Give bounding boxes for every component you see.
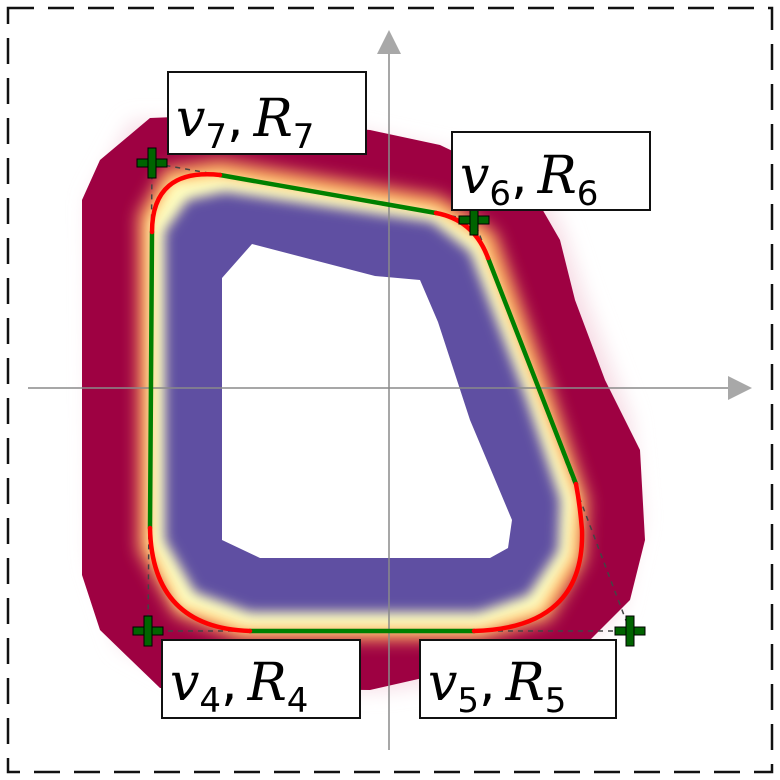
- vertex-marker-v5: [615, 616, 645, 646]
- x-axis-arrow: [728, 376, 752, 400]
- v7-r: R: [253, 89, 293, 149]
- v5-index: 5: [457, 681, 479, 721]
- v4-r-index: 4: [287, 681, 309, 721]
- v4-index: 4: [199, 681, 221, 721]
- v4-r: R: [247, 653, 287, 713]
- v6-index: 6: [489, 174, 511, 214]
- v4-main: v: [170, 653, 199, 713]
- v5-r-index: 5: [545, 681, 567, 721]
- v6-r: R: [537, 146, 577, 206]
- v7-main: v: [176, 89, 205, 149]
- v7-r-index: 7: [293, 117, 315, 157]
- v7-index: 7: [205, 117, 227, 157]
- vertex-label-v6: v6, R6: [452, 132, 650, 214]
- v5-main: v: [428, 653, 457, 713]
- vertex-label-v7: v7, R7: [168, 72, 366, 157]
- edge-left: [150, 232, 152, 528]
- y-axis-arrow: [377, 30, 401, 54]
- v6-main: v: [460, 146, 489, 206]
- v6-r-index: 6: [577, 174, 599, 214]
- vertex-label-v4: v4, R4: [162, 640, 360, 721]
- v5-r: R: [505, 653, 545, 713]
- vertex-label-v5: v5, R5: [420, 640, 616, 721]
